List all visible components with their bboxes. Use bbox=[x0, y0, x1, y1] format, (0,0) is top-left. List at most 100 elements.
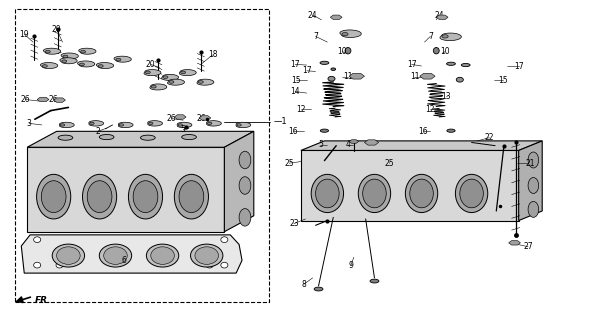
Ellipse shape bbox=[345, 48, 351, 54]
Polygon shape bbox=[21, 235, 242, 273]
Ellipse shape bbox=[34, 262, 41, 268]
Polygon shape bbox=[149, 122, 153, 124]
Text: 6: 6 bbox=[122, 256, 127, 265]
Ellipse shape bbox=[460, 179, 483, 208]
Polygon shape bbox=[236, 122, 251, 128]
Polygon shape bbox=[168, 79, 185, 85]
Polygon shape bbox=[436, 15, 448, 20]
Polygon shape bbox=[150, 84, 167, 90]
Text: 7: 7 bbox=[428, 32, 433, 41]
Ellipse shape bbox=[461, 63, 470, 67]
Ellipse shape bbox=[410, 179, 433, 208]
Text: 10: 10 bbox=[440, 47, 450, 56]
Ellipse shape bbox=[528, 152, 539, 168]
Polygon shape bbox=[145, 71, 150, 74]
Polygon shape bbox=[349, 140, 359, 143]
Ellipse shape bbox=[314, 287, 323, 291]
Polygon shape bbox=[80, 63, 84, 66]
Text: 20: 20 bbox=[52, 25, 61, 34]
Text: 26: 26 bbox=[196, 114, 206, 123]
Polygon shape bbox=[342, 32, 348, 36]
Polygon shape bbox=[42, 65, 47, 67]
Ellipse shape bbox=[99, 244, 132, 267]
Text: 16: 16 bbox=[289, 127, 298, 136]
Ellipse shape bbox=[57, 247, 80, 264]
Polygon shape bbox=[163, 76, 168, 78]
Text: 21: 21 bbox=[526, 159, 535, 168]
Polygon shape bbox=[151, 85, 156, 88]
Text: 26: 26 bbox=[21, 95, 30, 104]
Ellipse shape bbox=[56, 262, 63, 268]
Ellipse shape bbox=[179, 181, 204, 212]
Polygon shape bbox=[208, 122, 212, 124]
Ellipse shape bbox=[320, 129, 329, 132]
Text: 9: 9 bbox=[349, 261, 353, 270]
Polygon shape bbox=[27, 131, 254, 147]
Polygon shape bbox=[177, 122, 192, 128]
Ellipse shape bbox=[447, 129, 455, 132]
Ellipse shape bbox=[433, 48, 439, 54]
Ellipse shape bbox=[447, 62, 455, 65]
Ellipse shape bbox=[41, 181, 66, 212]
Polygon shape bbox=[45, 50, 50, 53]
Ellipse shape bbox=[52, 244, 84, 267]
Polygon shape bbox=[442, 35, 448, 38]
Polygon shape bbox=[78, 48, 96, 54]
Ellipse shape bbox=[195, 247, 218, 264]
Ellipse shape bbox=[221, 237, 228, 243]
Text: 3: 3 bbox=[27, 119, 31, 128]
Polygon shape bbox=[40, 62, 58, 68]
Polygon shape bbox=[96, 62, 114, 68]
Text: 10: 10 bbox=[337, 47, 347, 56]
Text: 17: 17 bbox=[290, 60, 300, 69]
Polygon shape bbox=[60, 122, 74, 128]
Text: 23: 23 bbox=[289, 219, 299, 228]
Ellipse shape bbox=[99, 134, 114, 140]
Polygon shape bbox=[174, 115, 186, 119]
Ellipse shape bbox=[133, 181, 158, 212]
Polygon shape bbox=[114, 56, 132, 62]
Text: 26: 26 bbox=[49, 95, 58, 104]
Text: 16: 16 bbox=[418, 127, 428, 136]
Ellipse shape bbox=[129, 174, 163, 219]
Ellipse shape bbox=[528, 201, 539, 217]
Text: 8: 8 bbox=[301, 280, 306, 289]
Polygon shape bbox=[349, 73, 365, 79]
Ellipse shape bbox=[182, 134, 196, 140]
Text: 25: 25 bbox=[384, 159, 394, 168]
Ellipse shape bbox=[221, 262, 228, 268]
Polygon shape bbox=[440, 33, 461, 41]
Text: 5: 5 bbox=[318, 140, 323, 149]
Polygon shape bbox=[224, 131, 254, 232]
Polygon shape bbox=[89, 121, 104, 126]
Ellipse shape bbox=[104, 247, 127, 264]
Text: 2: 2 bbox=[96, 127, 100, 136]
Text: 11: 11 bbox=[409, 72, 419, 81]
Text: —1: —1 bbox=[273, 117, 287, 126]
Text: FR.: FR. bbox=[35, 296, 51, 305]
Polygon shape bbox=[162, 74, 179, 80]
Text: 12: 12 bbox=[425, 105, 435, 114]
Ellipse shape bbox=[146, 244, 179, 267]
Ellipse shape bbox=[191, 244, 223, 267]
Ellipse shape bbox=[363, 179, 386, 208]
Polygon shape bbox=[60, 58, 77, 64]
Ellipse shape bbox=[316, 179, 339, 208]
Ellipse shape bbox=[151, 247, 174, 264]
Text: 13: 13 bbox=[441, 92, 451, 101]
Bar bbox=[15, 9, 268, 302]
Text: 7: 7 bbox=[313, 32, 318, 41]
Polygon shape bbox=[62, 60, 67, 63]
Polygon shape bbox=[420, 73, 435, 79]
Polygon shape bbox=[365, 140, 379, 145]
Text: 12: 12 bbox=[296, 105, 306, 114]
Ellipse shape bbox=[239, 151, 251, 169]
Ellipse shape bbox=[455, 174, 488, 212]
Text: 11: 11 bbox=[343, 72, 353, 81]
Polygon shape bbox=[178, 124, 182, 126]
Text: 17: 17 bbox=[407, 60, 417, 69]
Text: 25: 25 bbox=[284, 159, 294, 168]
Ellipse shape bbox=[320, 61, 329, 64]
Polygon shape bbox=[81, 50, 86, 53]
Text: 14: 14 bbox=[290, 87, 300, 96]
